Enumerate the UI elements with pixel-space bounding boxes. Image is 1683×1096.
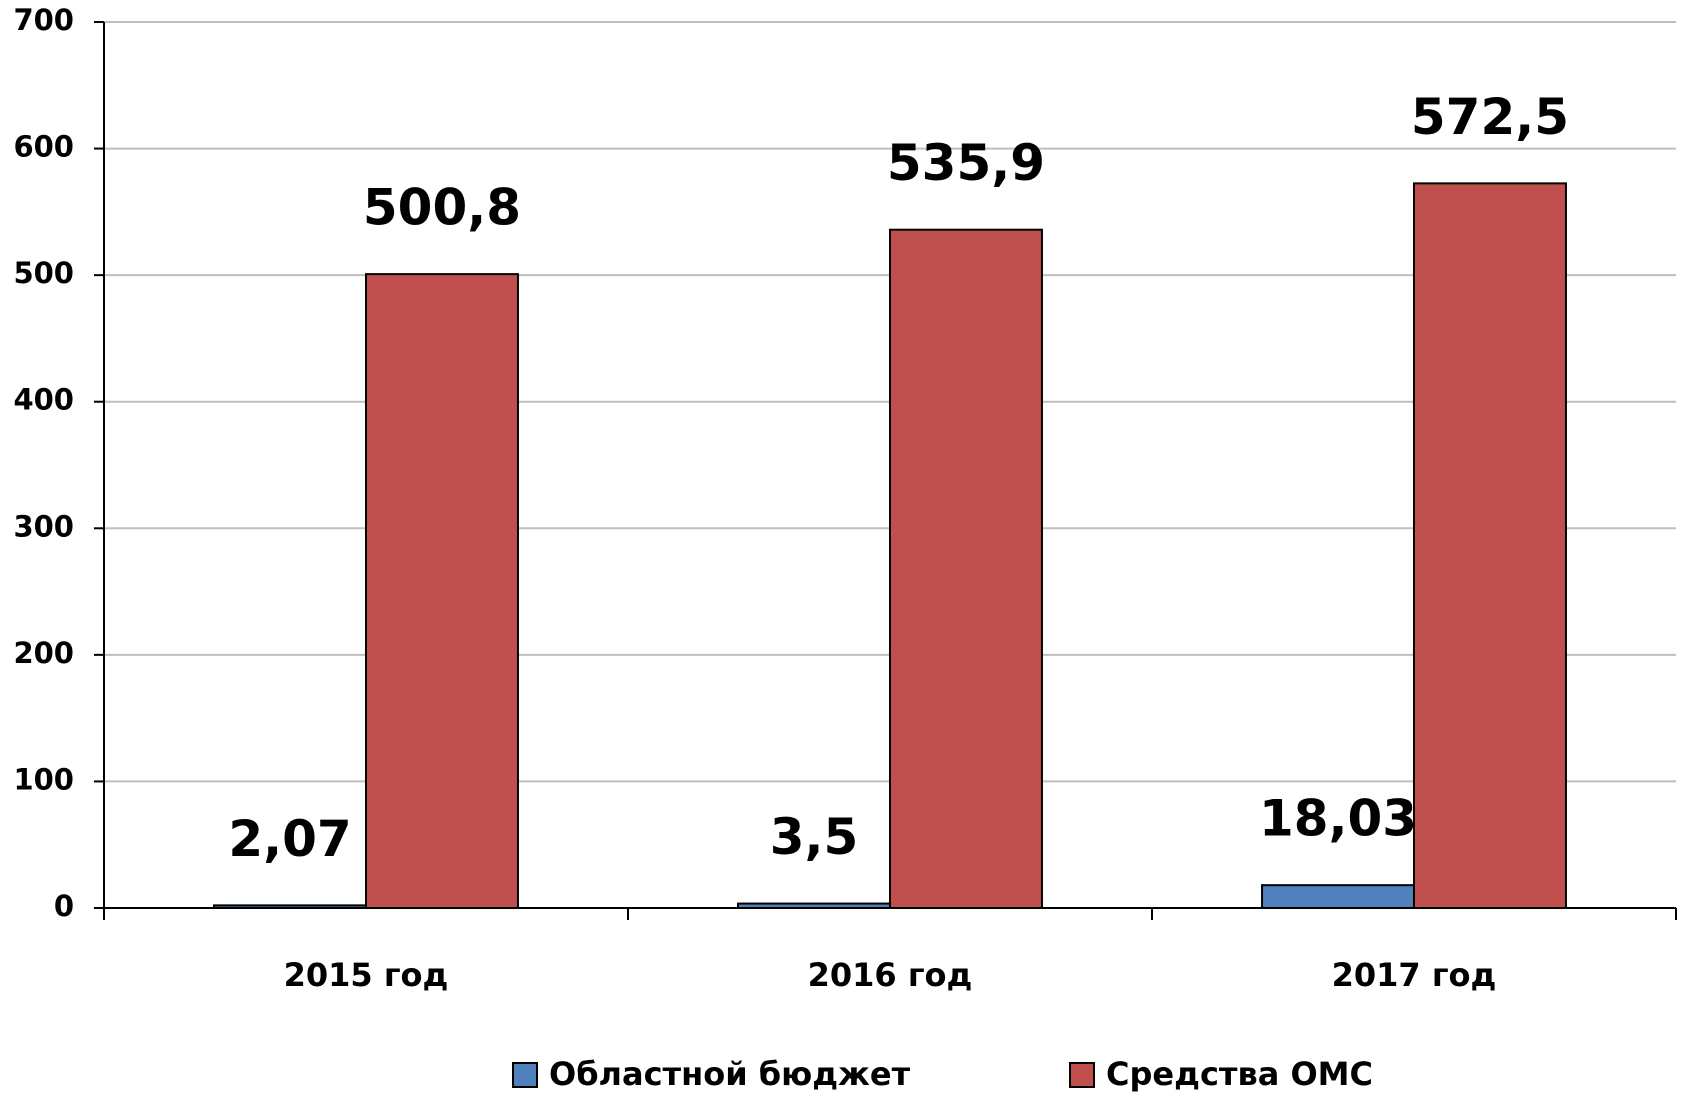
value-label: 500,8 [363,179,521,237]
bar [1261,884,1416,910]
x-tick-label: 2015 год [284,956,449,994]
y-tick-label: 700 [13,3,74,37]
value-label: 3,5 [770,808,859,866]
y-tick-label: 400 [13,383,74,417]
bar [213,904,367,909]
y-tick-label: 200 [13,636,74,670]
legend-swatch [1069,1062,1095,1088]
legend-label: Областной бюджет [549,1055,911,1093]
legend-label: Средства ОМС [1106,1055,1373,1093]
x-tick-label: 2017 год [1332,956,1497,994]
value-label: 18,03 [1259,790,1417,848]
bar [365,273,519,909]
x-tick-label: 2016 год [808,956,973,994]
y-tick-label: 300 [13,509,74,543]
y-tick-label: 500 [13,256,74,290]
value-label: 2,07 [228,810,351,868]
y-tick-label: 100 [13,762,74,796]
legend-swatch [512,1062,538,1088]
value-label: 535,9 [887,134,1045,192]
bar [889,228,1043,909]
value-label: 572,5 [1411,88,1569,146]
bar [1413,182,1567,909]
y-tick-label: 600 [13,130,74,164]
y-tick-label: 0 [54,889,74,923]
bar [737,902,891,910]
